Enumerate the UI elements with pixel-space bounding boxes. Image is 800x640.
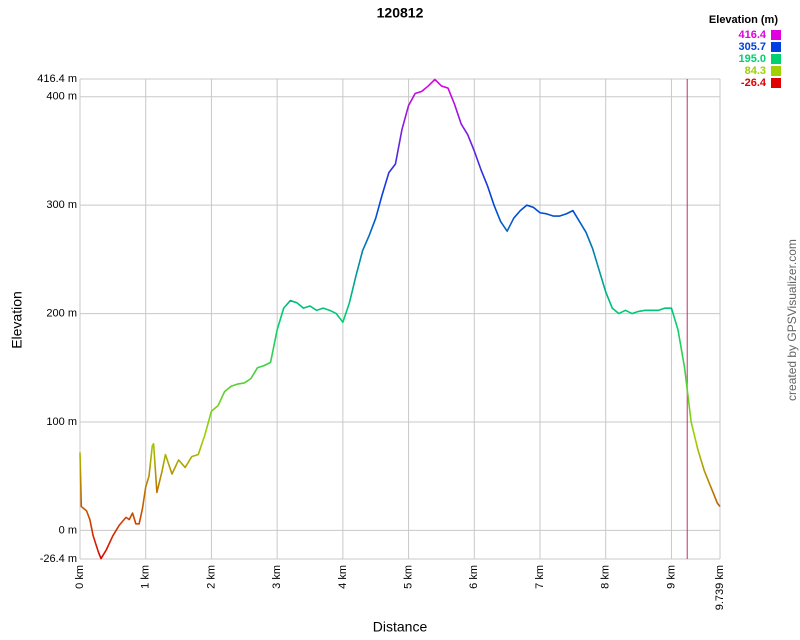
legend-label: 416.4 [738,29,766,41]
chart-title: 120812 [377,5,424,21]
x-tick-label: 8 km [600,565,612,589]
legend-swatch [771,54,781,64]
y-tick-label: 200 m [46,307,77,319]
x-tick-label: 0 km [74,565,86,589]
x-tick-label: 5 km [402,565,414,589]
elevation-line [79,78,721,560]
legend-swatch [771,78,781,88]
y-tick-label: 100 m [46,416,77,428]
x-tick-label: 9 km [665,565,677,589]
legend-label: 195.0 [738,53,766,65]
legend-label: 84.3 [745,65,766,77]
legend-label: -26.4 [741,77,767,89]
y-axis-label: Elevation [9,291,25,349]
x-tick-label: 2 km [205,565,217,589]
y-tick-label: -26.4 m [40,553,77,565]
x-tick-label: 3 km [271,565,283,589]
x-tick-label: 7 km [534,565,546,589]
x-tick-label: 6 km [468,565,480,589]
y-tick-label: 0 m [59,524,77,536]
x-tick-label: 1 km [140,565,152,589]
y-tick-label: 416.4 m [37,73,77,85]
credit: created by GPSVisualizer.com [785,239,799,401]
legend-label: 305.7 [738,41,766,53]
x-tick-label: 4 km [337,565,349,589]
y-tick-label: 400 m [46,91,77,103]
legend-title: Elevation (m) [709,14,778,26]
x-axis-label: Distance [373,619,428,635]
x-tick-label: 9.739 km [714,565,726,610]
legend-swatch [771,42,781,52]
legend-swatch [771,30,781,40]
y-tick-label: 300 m [46,199,77,211]
legend-swatch [771,66,781,76]
